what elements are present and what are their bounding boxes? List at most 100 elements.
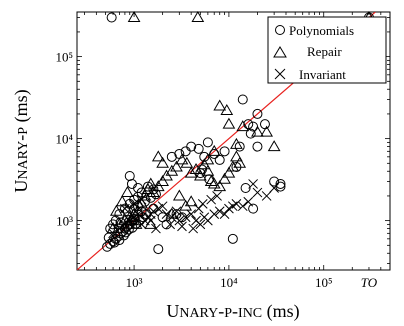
repair-point [147, 186, 160, 198]
invariant-point [124, 215, 135, 226]
repair-point [207, 144, 221, 156]
x-axis-label: UNARY-P-INC (ms) [166, 301, 299, 322]
polynomials-point [259, 119, 270, 130]
invariant-point [120, 203, 130, 214]
x-tick-label: 10⁴ [220, 275, 238, 290]
legend-label-polynomials: Polynomials [289, 23, 354, 38]
polynomials-point [227, 233, 238, 244]
invariant-point [237, 201, 248, 212]
repair-point [230, 137, 243, 149]
invariant-point [177, 221, 187, 232]
polynomials-point [120, 227, 131, 238]
invariant-point [180, 212, 191, 223]
repair-point [106, 222, 120, 234]
repair-point [267, 140, 281, 152]
repair-point [156, 156, 169, 168]
invariant-point [188, 223, 199, 234]
invariant-point [252, 187, 263, 198]
invariant-point [269, 183, 279, 193]
repair-point [131, 204, 145, 216]
polynomials-point [202, 137, 213, 148]
polynomials-point [252, 141, 263, 152]
repair-point [175, 153, 189, 165]
polynomials-point [234, 141, 245, 152]
invariant-point [148, 206, 159, 217]
x-axis-label-rest: - [218, 301, 224, 321]
repair-point [222, 117, 236, 129]
repair-point [201, 164, 215, 176]
polynomials-point [186, 141, 197, 152]
invariant-point [171, 206, 182, 217]
y-tick-label: 10⁴ [55, 132, 73, 147]
plot-frame [76, 11, 391, 271]
x-tick-label: 10³ [126, 275, 143, 290]
invariant-point [153, 203, 164, 214]
invariant-point [261, 191, 272, 201]
repair-point [204, 175, 218, 187]
invariant-point [231, 199, 242, 209]
polynomials-point [269, 176, 280, 187]
y-axis-label-unit: (ms) [11, 89, 32, 127]
polynomials-point [240, 182, 251, 193]
repair-point [180, 156, 194, 168]
repair-point [218, 172, 231, 184]
polynomials-point [106, 12, 117, 23]
x-axis-label-u: U [166, 301, 179, 321]
y-axis-label-sc2: P [16, 127, 31, 135]
repair-point [184, 166, 198, 178]
x-axis-label-unit: (ms) [262, 301, 300, 322]
polynomials-point [219, 146, 230, 157]
x-tick-label: 10⁵ [315, 275, 333, 290]
invariant-point [114, 223, 125, 234]
polynomials-point [142, 181, 153, 192]
polynomials-point [275, 178, 286, 189]
invariant-point [165, 219, 175, 230]
repair-point [172, 189, 186, 201]
invariant-point [243, 196, 254, 207]
polynomials-point [153, 244, 164, 255]
repair-point [226, 160, 240, 172]
invariant-point [195, 219, 206, 230]
polynomials-point [109, 237, 120, 248]
invariant-point [136, 194, 147, 205]
repair-point [230, 150, 243, 162]
y-tick-label: 10³ [56, 214, 73, 229]
repair-point [109, 204, 123, 216]
repair-point [141, 182, 155, 194]
repair-point [156, 175, 169, 187]
repair-point [222, 166, 236, 178]
invariant-point [129, 199, 139, 209]
y-axis-label-u: U [11, 180, 31, 193]
invariant-point [206, 194, 217, 205]
y-axis-label-rest: - [11, 135, 31, 141]
invariant-point [151, 223, 161, 234]
invariant-point [248, 179, 258, 189]
polynomials-point [105, 238, 116, 249]
polynomials-point [176, 212, 187, 223]
invariant-point [145, 215, 156, 226]
legend: Polynomials Repair Invariant [267, 16, 387, 84]
invariant-point [174, 215, 185, 226]
polynomials-point [245, 128, 256, 139]
invariant-point [197, 199, 208, 209]
legend-box [267, 16, 387, 84]
legend-triangle-icon [273, 46, 287, 58]
polynomials-point [243, 119, 254, 130]
y-axis-label: UNARY-P (ms) [11, 89, 32, 192]
invariant-point [108, 228, 118, 239]
invariant-point [186, 209, 197, 219]
invariant-point [214, 206, 225, 217]
invariant-point [212, 191, 222, 201]
legend-label-repair: Repair [307, 44, 342, 59]
polynomials-point [150, 189, 161, 200]
repair-point [184, 195, 198, 207]
polynomials-point [118, 230, 129, 241]
repair-point [213, 99, 227, 111]
repair-point [191, 10, 205, 22]
invariant-point [161, 209, 172, 219]
repair-point [138, 189, 152, 201]
polynomials-point [252, 108, 263, 119]
repair-point [220, 104, 234, 116]
x-tick-label: TO [361, 275, 378, 290]
